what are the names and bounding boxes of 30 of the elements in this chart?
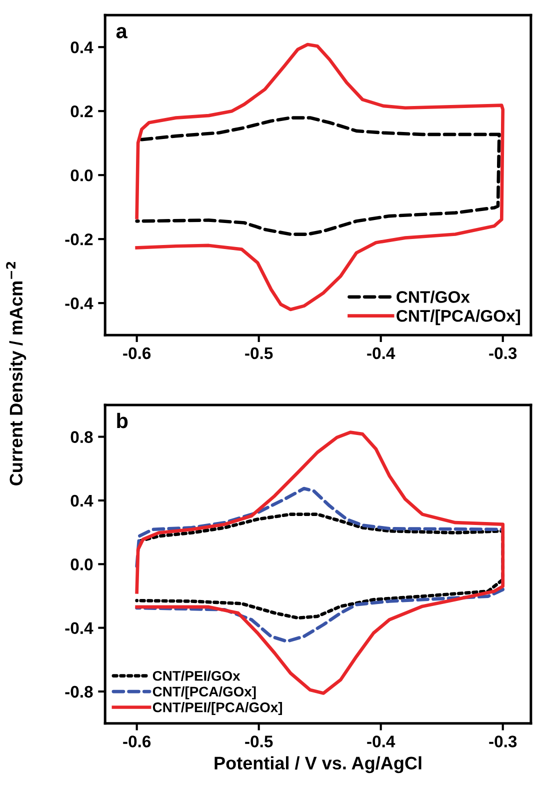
legend-label: CNT/[PCA/GOx] bbox=[152, 686, 256, 700]
y-axis-title: Current Density / mAcm$^{−2}$ bbox=[6, 262, 26, 486]
x-tick-label: -0.3 bbox=[489, 347, 517, 360]
line-series bbox=[135, 486, 505, 644]
y-tick-label: 0.0 bbox=[70, 558, 93, 570]
line-series bbox=[135, 42, 505, 312]
x-tick-label: -0.5 bbox=[245, 736, 273, 748]
x-tick-label: -0.3 bbox=[489, 736, 517, 748]
x-tick-label: -0.6 bbox=[123, 736, 151, 748]
y-tick-label: 0.4 bbox=[70, 494, 94, 507]
y-tick-label: 0.0 bbox=[70, 169, 93, 182]
y-tick-label: -0.8 bbox=[65, 686, 93, 698]
y-tick-label: 0.2 bbox=[70, 105, 93, 118]
x-tick-label: -0.4 bbox=[367, 347, 396, 360]
x-axis-title: Potential / V vs. Ag/AgCl bbox=[214, 756, 422, 774]
legend-label: CNT/PEI/[PCA/GOx] bbox=[152, 702, 282, 715]
y-tick-label: -0.4 bbox=[65, 622, 94, 634]
y-tick-label: 0.8 bbox=[70, 431, 93, 443]
annotation: a bbox=[116, 26, 128, 38]
x-tick-label: -0.5 bbox=[245, 347, 273, 360]
y-tick-label: -0.4 bbox=[65, 297, 94, 310]
legend-label: CNT/[PCA/GOx] bbox=[396, 310, 520, 326]
annotation: b bbox=[117, 412, 128, 428]
x-tick-label: -0.4 bbox=[367, 736, 396, 748]
line-series bbox=[135, 116, 501, 236]
legend-label: CNT/GOx bbox=[396, 290, 470, 304]
y-tick-label: 0.4 bbox=[70, 41, 94, 54]
x-tick-label: -0.6 bbox=[123, 347, 151, 360]
legend-label: CNT/PEI/GOx bbox=[152, 670, 240, 681]
y-tick-label: -0.2 bbox=[65, 233, 93, 246]
